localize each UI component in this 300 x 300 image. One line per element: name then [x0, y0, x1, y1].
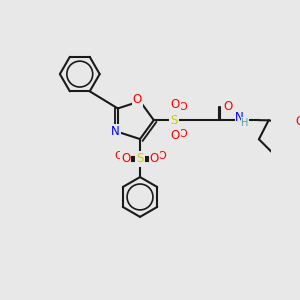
Text: O: O: [150, 152, 159, 166]
Text: O: O: [133, 93, 142, 106]
Text: O: O: [224, 100, 233, 113]
Text: N: N: [111, 125, 119, 138]
Text: S: S: [170, 114, 177, 127]
Text: O: O: [295, 115, 300, 128]
Text: N: N: [235, 111, 244, 124]
Text: H: H: [242, 118, 249, 128]
Text: S: S: [136, 152, 144, 166]
Text: O: O: [114, 151, 123, 161]
Text: O: O: [178, 129, 187, 139]
Text: O: O: [171, 129, 180, 142]
Text: O: O: [178, 102, 187, 112]
Text: O: O: [121, 152, 130, 166]
Text: O: O: [171, 98, 180, 111]
Text: O: O: [157, 151, 166, 161]
